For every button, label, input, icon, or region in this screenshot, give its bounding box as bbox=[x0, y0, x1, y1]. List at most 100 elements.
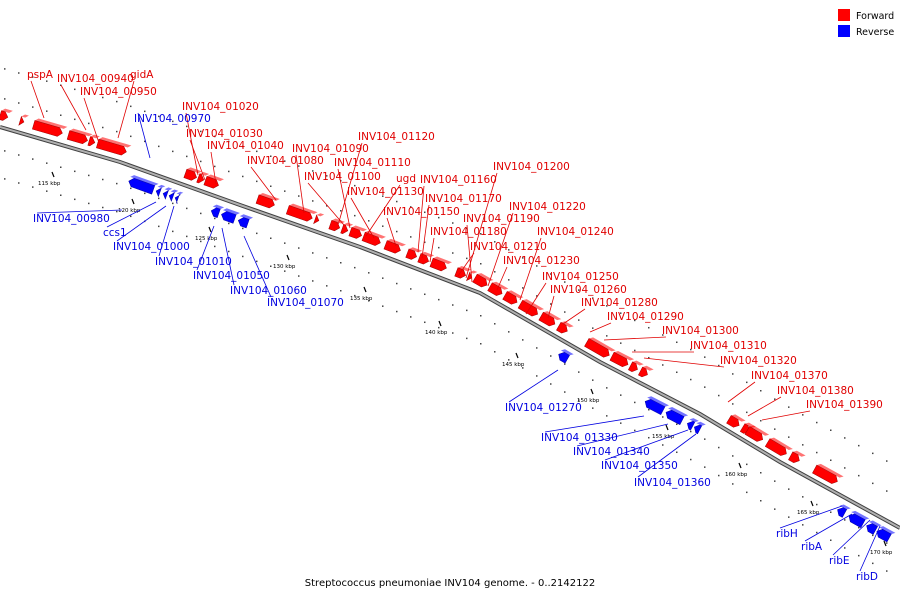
forward-gene[interactable] bbox=[812, 462, 844, 486]
tick-dot bbox=[886, 542, 888, 544]
gene-block-body bbox=[665, 409, 685, 425]
tick-dot bbox=[774, 480, 776, 482]
gene-block-body bbox=[429, 257, 447, 272]
label-leader bbox=[295, 154, 305, 214]
reverse-gene[interactable] bbox=[664, 406, 689, 426]
forward-gene[interactable] bbox=[584, 336, 616, 361]
tick-dot bbox=[18, 72, 20, 74]
reverse-gene[interactable] bbox=[875, 525, 896, 544]
label-leader bbox=[117, 80, 135, 139]
gene-block-top bbox=[164, 187, 173, 191]
reverse-gene[interactable] bbox=[168, 189, 179, 203]
tick-dot bbox=[466, 337, 468, 340]
gene-block-body bbox=[155, 187, 162, 198]
reverse-gene[interactable] bbox=[643, 395, 669, 416]
forward-gene[interactable] bbox=[556, 320, 574, 337]
reverse-gene[interactable] bbox=[210, 204, 225, 219]
forward-gene[interactable] bbox=[32, 118, 68, 139]
tick-dot bbox=[130, 105, 132, 108]
forward-gene[interactable] bbox=[744, 424, 770, 445]
forward-gene-label: INV104_00950 bbox=[80, 86, 157, 98]
reverse-gene[interactable] bbox=[835, 503, 851, 519]
gene-block-body bbox=[348, 227, 362, 239]
reverse-gene[interactable] bbox=[864, 519, 882, 536]
gene-block-top bbox=[222, 208, 240, 215]
gene-block-body bbox=[558, 352, 570, 364]
forward-gene[interactable] bbox=[96, 136, 132, 157]
forward-gene[interactable] bbox=[517, 298, 545, 320]
gene-block-body bbox=[87, 136, 96, 147]
tick-dot bbox=[676, 451, 678, 454]
forward-gene[interactable] bbox=[255, 192, 280, 210]
gene-block-top bbox=[560, 321, 574, 328]
tick-dot bbox=[340, 210, 342, 212]
gene-block-body bbox=[128, 177, 156, 195]
forward-gene[interactable] bbox=[429, 255, 452, 273]
forward-gene[interactable] bbox=[609, 350, 635, 370]
reverse-gene[interactable] bbox=[155, 184, 166, 198]
tick-dot bbox=[760, 472, 762, 474]
label-leader bbox=[604, 429, 689, 461]
forward-gene[interactable] bbox=[466, 269, 478, 283]
forward-gene[interactable] bbox=[405, 246, 423, 262]
scale-tick-mark bbox=[363, 286, 367, 293]
forward-gene[interactable] bbox=[538, 310, 562, 330]
forward-gene[interactable] bbox=[348, 225, 367, 241]
tick-dot bbox=[298, 195, 300, 197]
forward-gene[interactable] bbox=[764, 436, 793, 459]
tick-dot bbox=[214, 245, 216, 248]
tick-dot bbox=[732, 403, 734, 405]
reverse-gene[interactable] bbox=[237, 213, 254, 229]
reverse-gene[interactable] bbox=[127, 174, 159, 195]
tick-dot bbox=[312, 200, 314, 202]
tick-dot bbox=[172, 150, 174, 153]
gene-block-body bbox=[687, 420, 696, 431]
reverse-gene[interactable] bbox=[162, 186, 173, 200]
reverse-gene[interactable] bbox=[556, 348, 574, 365]
tick-dot bbox=[32, 106, 34, 108]
gene-block-body bbox=[383, 240, 401, 254]
forward-gene[interactable] bbox=[285, 203, 318, 224]
forward-gene[interactable] bbox=[340, 222, 354, 236]
forward-gene[interactable] bbox=[472, 272, 494, 291]
forward-gene[interactable] bbox=[0, 108, 13, 123]
forward-gene-label: INV104_01260 bbox=[550, 284, 627, 296]
label-leader bbox=[250, 166, 277, 201]
reverse-gene[interactable] bbox=[220, 207, 240, 224]
gene-block-body bbox=[502, 291, 518, 305]
reverse-gene[interactable] bbox=[685, 417, 699, 432]
tick-dot bbox=[564, 311, 566, 313]
forward-gene-label: INV104_01200 bbox=[493, 161, 570, 173]
forward-gene[interactable] bbox=[726, 413, 746, 431]
forward-gene[interactable] bbox=[361, 229, 386, 248]
reverse-gene[interactable] bbox=[847, 509, 870, 529]
scale-tick-label: 130 kbp bbox=[273, 264, 296, 270]
tick-dot bbox=[74, 198, 76, 201]
tick-dot bbox=[872, 562, 874, 565]
forward-gene[interactable] bbox=[87, 134, 100, 148]
forward-gene[interactable] bbox=[183, 166, 203, 182]
forward-gene[interactable] bbox=[18, 114, 29, 127]
tick-dot bbox=[74, 170, 76, 173]
forward-gene[interactable] bbox=[638, 364, 654, 380]
tick-dot bbox=[284, 190, 286, 192]
tick-dot bbox=[816, 531, 818, 534]
tick-dot bbox=[186, 207, 188, 210]
forward-gene[interactable] bbox=[788, 449, 806, 466]
reverse-gene-label: ribA bbox=[801, 541, 823, 553]
forward-gene[interactable] bbox=[383, 238, 406, 256]
forward-gene[interactable] bbox=[66, 128, 93, 146]
gene-block-body bbox=[694, 424, 703, 435]
forward-gene[interactable] bbox=[628, 359, 644, 375]
forward-gene[interactable] bbox=[203, 174, 224, 191]
reverse-gene[interactable] bbox=[692, 420, 706, 435]
gene-block-top bbox=[543, 311, 562, 321]
gene-block-top bbox=[560, 349, 574, 356]
reverse-gene[interactable] bbox=[174, 191, 184, 204]
forward-gene[interactable] bbox=[487, 280, 509, 299]
forward-gene[interactable] bbox=[313, 212, 325, 226]
forward-gene[interactable] bbox=[502, 289, 524, 308]
tick-dot bbox=[844, 519, 846, 521]
label-leader bbox=[727, 381, 756, 403]
tick-dot bbox=[368, 300, 370, 302]
